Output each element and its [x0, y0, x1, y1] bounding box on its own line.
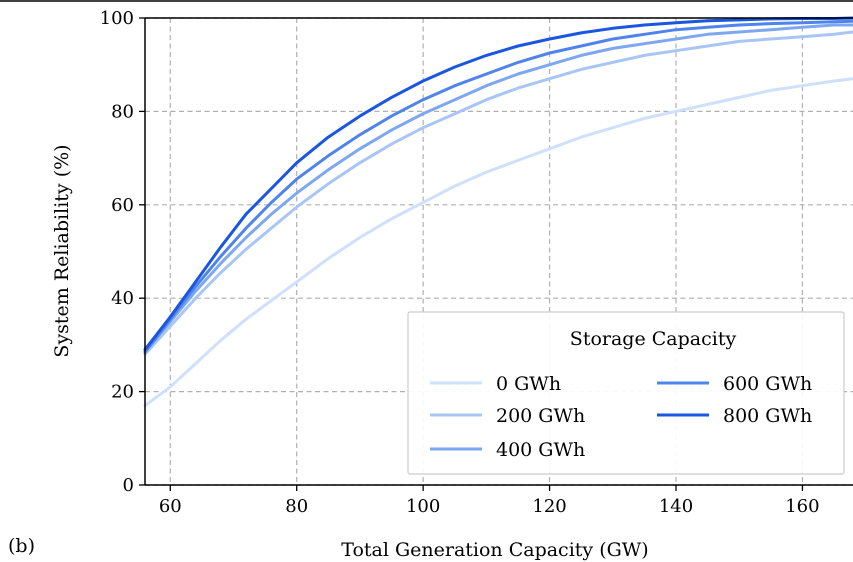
x-tick-label: 120: [532, 496, 566, 517]
series-line-0-gwh: [143, 77, 853, 408]
tick-labels: 60 80 100 120 140 160 0 20 40 60 80 100: [100, 8, 820, 517]
series-line-400-gwh: [143, 23, 853, 354]
legend-box: [407, 311, 845, 475]
panel-label: (b): [8, 535, 35, 557]
series-line-800-gwh: [143, 16, 853, 352]
series-lines: [143, 16, 853, 408]
legend-entry-label: 400 GWh: [496, 439, 585, 461]
x-tick-label: 160: [785, 496, 819, 517]
axes: [0, 0, 853, 491]
y-tick-label: 100: [100, 8, 134, 29]
legend-entry-label: 0 GWh: [496, 373, 561, 395]
y-tick-label: 80: [111, 101, 134, 122]
series-line-600-gwh: [143, 19, 853, 354]
y-tick-label: 60: [111, 195, 134, 216]
y-tick-label: 20: [111, 382, 134, 403]
y-axis-label: System Reliability (%): [51, 144, 73, 357]
x-tick-label: 80: [285, 496, 308, 517]
x-tick-label: 60: [159, 496, 182, 517]
legend: Storage Capacity 0 GWh 200 GWh 400 GWh 600 …: [407, 311, 845, 475]
series-line-200-gwh: [143, 30, 853, 356]
legend-entry-label: 800 GWh: [723, 405, 812, 427]
x-tick-label: 100: [406, 496, 440, 517]
x-axis-label: Total Generation Capacity (GW): [341, 539, 648, 561]
y-tick-label: 0: [123, 475, 134, 496]
y-tick-label: 40: [111, 288, 134, 309]
x-tick-label: 140: [659, 496, 693, 517]
legend-entry-label: 600 GWh: [723, 373, 812, 395]
legend-entry-label: 200 GWh: [496, 405, 585, 427]
legend-title: Storage Capacity: [570, 328, 737, 350]
